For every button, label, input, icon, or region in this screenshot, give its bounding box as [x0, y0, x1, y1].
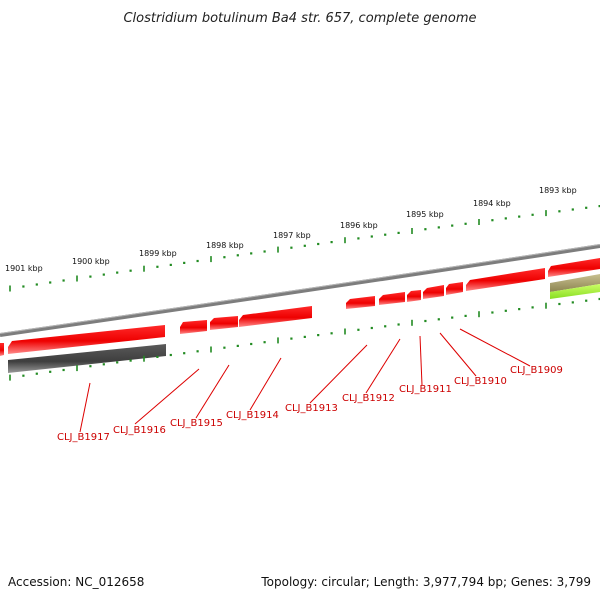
tick-label-1901: 1901 kbp — [5, 264, 43, 273]
gene-feature[interactable] — [407, 290, 421, 302]
gene-label-clj-b1912[interactable]: CLJ_B1912 — [342, 393, 395, 404]
scale-tick-labels: 1901 kbp 1900 kbp 1899 kbp 1898 kbp 1897… — [5, 186, 577, 273]
gene-feature[interactable] — [8, 325, 165, 354]
tick-label-1893: 1893 kbp — [539, 186, 577, 195]
gene-label-clj-b1913[interactable]: CLJ_B1913 — [285, 403, 338, 414]
map-title: Clostridium botulinum Ba4 str. 657, comp… — [123, 11, 476, 26]
tick-label-1894: 1894 kbp — [473, 199, 511, 208]
gene-feature[interactable] — [466, 268, 545, 291]
gene-label-clj-b1916[interactable]: CLJ_B1916 — [113, 425, 166, 436]
rna-feature-green[interactable] — [550, 284, 600, 299]
rna-feature-olive[interactable] — [550, 274, 600, 292]
gene-feature[interactable] — [180, 320, 207, 334]
tick-label-1899: 1899 kbp — [139, 249, 177, 258]
tick-label-1898: 1898 kbp — [206, 241, 244, 250]
gene-feature[interactable] — [446, 282, 463, 295]
gene-label-clj-b1917[interactable]: CLJ_B1917 — [57, 432, 110, 443]
gene-feature[interactable] — [548, 258, 600, 277]
gene-label-clj-b1909[interactable]: CLJ_B1909 — [510, 365, 563, 376]
gene-feature[interactable] — [210, 316, 238, 330]
gene-feature[interactable] — [0, 343, 4, 356]
forward-cds-track — [0, 258, 600, 356]
genome-summary-text: Topology: circular; Length: 3,977,794 bp… — [260, 575, 591, 589]
accession-text: Accession: NC_012658 — [8, 575, 144, 589]
gene-feature[interactable] — [346, 296, 375, 309]
outer-scale-ticks — [9, 205, 600, 292]
tick-label-1897: 1897 kbp — [273, 231, 311, 240]
gene-feature[interactable] — [423, 285, 444, 299]
gene-labels: CLJ_B1917 CLJ_B1916 CLJ_B1915 CLJ_B1914 … — [57, 365, 563, 443]
gene-label-clj-b1910[interactable]: CLJ_B1910 — [454, 376, 507, 387]
gene-feature[interactable] — [239, 306, 312, 327]
label-leaders — [79, 328, 531, 433]
tick-label-1896: 1896 kbp — [340, 221, 378, 230]
gene-label-clj-b1914[interactable]: CLJ_B1914 — [226, 410, 279, 421]
tick-label-1895: 1895 kbp — [406, 210, 444, 219]
gene-label-clj-b1915[interactable]: CLJ_B1915 — [170, 418, 223, 429]
gene-label-clj-b1911[interactable]: CLJ_B1911 — [399, 384, 452, 395]
reverse-feature-track — [8, 274, 600, 373]
genome-backbone — [0, 244, 600, 337]
tick-label-1900: 1900 kbp — [72, 257, 110, 266]
gene-feature-gray[interactable] — [8, 344, 166, 373]
gene-feature[interactable] — [379, 292, 405, 305]
